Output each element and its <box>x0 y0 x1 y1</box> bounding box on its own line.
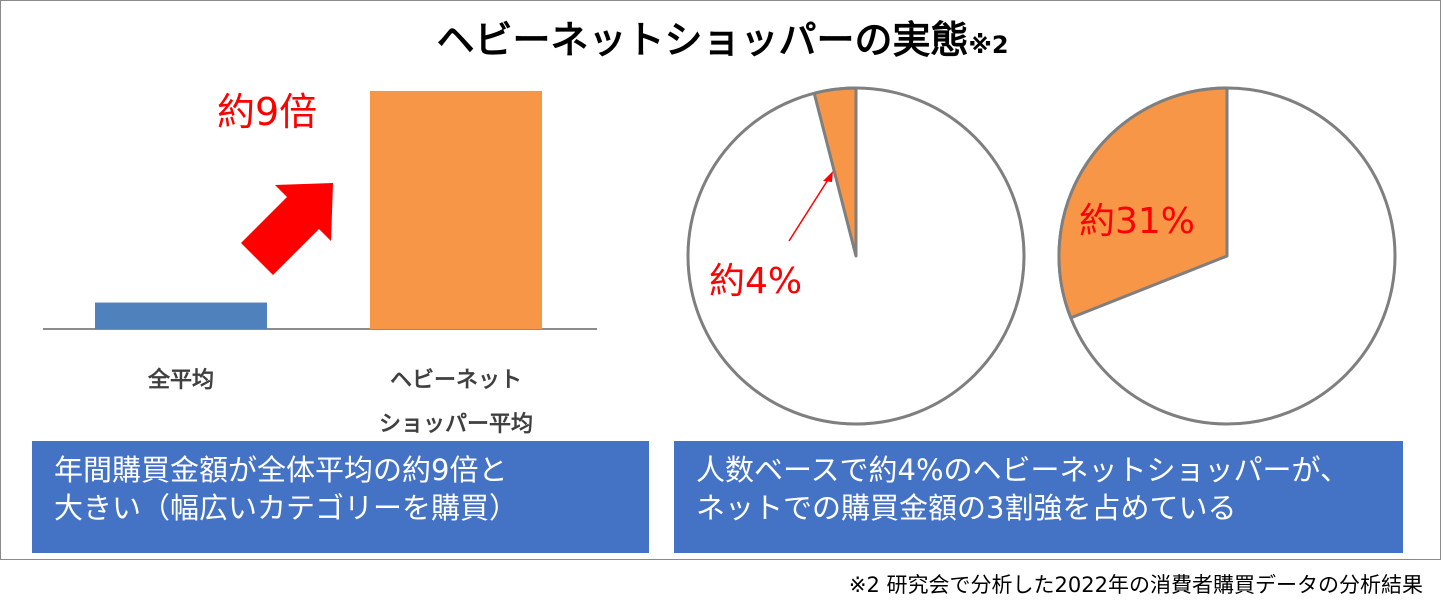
title-main: ヘビーネットショッパーの実態 <box>436 18 969 62</box>
footnote: ※2 研究会で分析した2022年の消費者購買データの分析結果 <box>848 573 1423 597</box>
pie-2-slice <box>1057 86 1229 320</box>
slide-title: ヘビーネットショッパーの実態※2 <box>1 9 1443 64</box>
pie-1-slice <box>812 86 858 258</box>
summary-right-line-2: ネットでの購買金額の3割強を占めている <box>696 491 1237 525</box>
bar-2 <box>370 91 542 329</box>
pie-1-pointer-line <box>788 174 832 242</box>
summary-box-right: 人数ベースで約4%のヘビーネットショッパーが、 ネットでの購買金額の3割強を占め… <box>674 441 1403 553</box>
pie-1-label: 約4% <box>709 261 802 302</box>
summary-left-line-2: 大きい（幅広いカテゴリーを購買） <box>54 491 519 525</box>
pie-charts: 約4% 約31% <box>686 86 1397 426</box>
pie-1-pointer-arrowhead-icon <box>823 171 833 182</box>
bar-annotation: 約9倍 <box>217 90 317 134</box>
pie-2-label: 約31% <box>1079 201 1195 242</box>
bar-1 <box>95 302 267 329</box>
summary-left-line-1: 年間購買金額が全体平均の約9倍と <box>54 453 508 487</box>
summary-box-left: 年間購買金額が全体平均の約9倍と 大きい（幅広いカテゴリーを購買） <box>32 441 649 553</box>
summary-right-line-1: 人数ベースで約4%のヘビーネットショッパーが、 <box>696 453 1349 487</box>
bar-category-label-2: ヘビーネット <box>390 368 522 393</box>
growth-arrow-icon <box>241 183 333 275</box>
title-footnote-ref: ※2 <box>968 31 1009 59</box>
slide-frame: ヘビーネットショッパーの実態※2 全平均 ヘビーネット ショッパー平均 約9倍 約4%… <box>0 0 1441 560</box>
bar-category-label-1: 全平均 <box>147 367 214 393</box>
bar-category-label-2: ショッパー平均 <box>379 411 533 437</box>
